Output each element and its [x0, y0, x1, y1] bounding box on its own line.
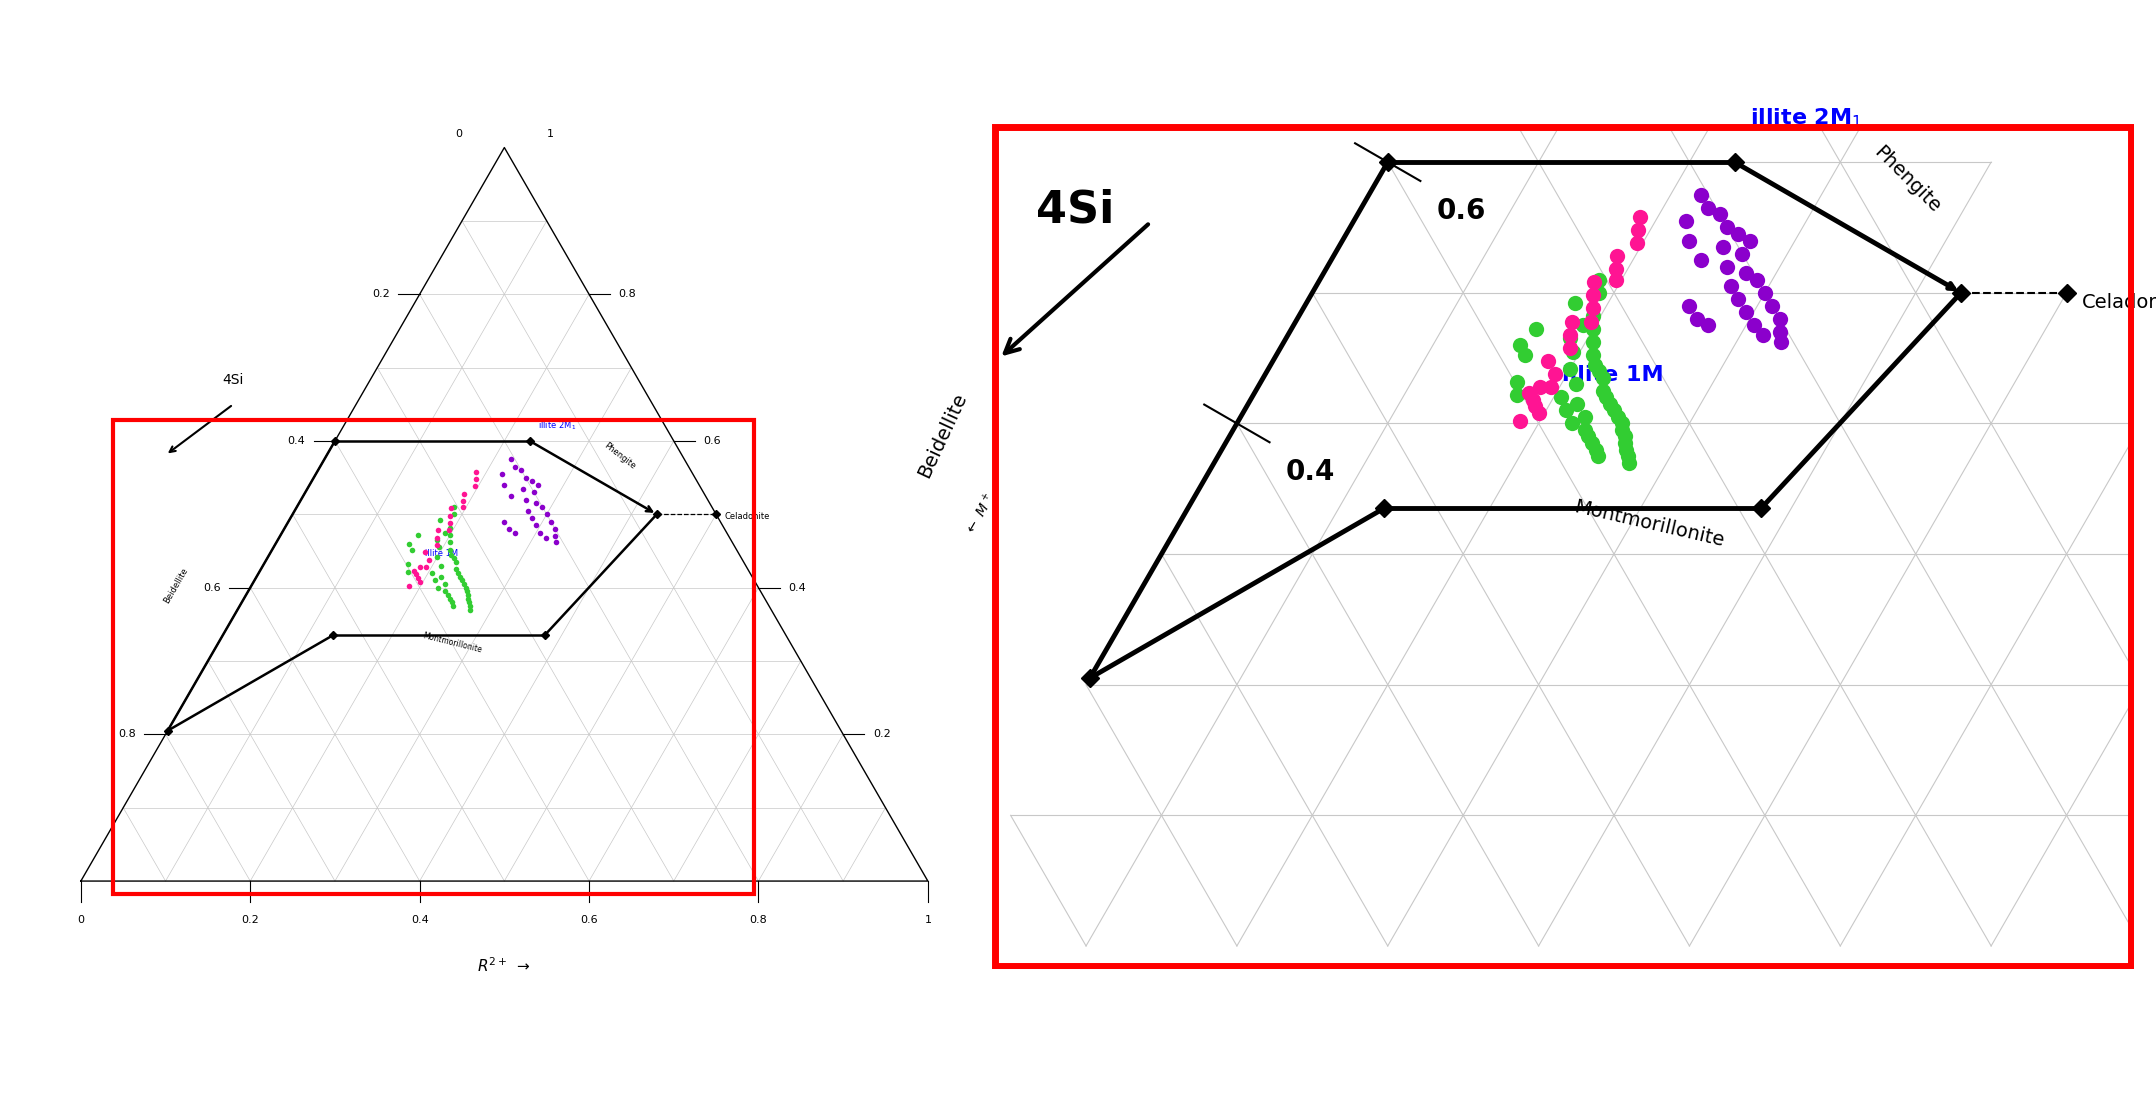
Text: Phengite: Phengite	[602, 442, 636, 471]
Text: 0.8: 0.8	[619, 290, 636, 299]
Text: Beidellite: Beidellite	[914, 390, 970, 481]
Text: 0.2: 0.2	[241, 915, 259, 925]
Text: 0.6: 0.6	[580, 915, 597, 925]
Text: illite 2M$_1$: illite 2M$_1$	[539, 420, 576, 432]
Text: 0.2: 0.2	[873, 729, 890, 739]
Text: 4Si: 4Si	[1035, 188, 1115, 232]
Text: Celadonite: Celadonite	[2083, 293, 2156, 312]
Text: 0.8: 0.8	[750, 915, 768, 925]
Text: $R^{2+}$ $\rightarrow$: $R^{2+}$ $\rightarrow$	[476, 956, 530, 975]
Text: Celadonite: Celadonite	[724, 512, 770, 520]
Text: 0.4: 0.4	[287, 436, 306, 446]
Text: 1: 1	[925, 915, 931, 925]
Text: Phengite: Phengite	[1871, 142, 1945, 216]
Text: 0.4: 0.4	[1285, 458, 1335, 486]
Text: 0: 0	[78, 915, 84, 925]
Text: Montmorillonite: Montmorillonite	[1572, 497, 1727, 550]
Text: 0.6: 0.6	[1436, 197, 1485, 225]
Text: 0.2: 0.2	[373, 290, 390, 299]
Text: Beidellite: Beidellite	[162, 566, 190, 606]
Text: 1: 1	[548, 129, 554, 139]
Text: 0.4: 0.4	[412, 915, 429, 925]
Text: 0: 0	[455, 129, 461, 139]
Text: 0.6: 0.6	[703, 436, 720, 446]
Text: 0.8: 0.8	[119, 729, 136, 739]
Text: Montmorillonite: Montmorillonite	[423, 631, 483, 655]
Text: 0.6: 0.6	[203, 583, 220, 592]
Text: illite 1M: illite 1M	[425, 549, 457, 557]
Bar	[112, 420, 755, 894]
Text: 0.4: 0.4	[789, 583, 806, 592]
Text: illite 2M$_1$: illite 2M$_1$	[1751, 106, 1863, 130]
Text: 4Si: 4Si	[222, 374, 244, 387]
Text: illite 1M: illite 1M	[1563, 365, 1664, 386]
Text: $\leftarrow$ $M^+$: $\leftarrow$ $M^+$	[962, 491, 1000, 538]
